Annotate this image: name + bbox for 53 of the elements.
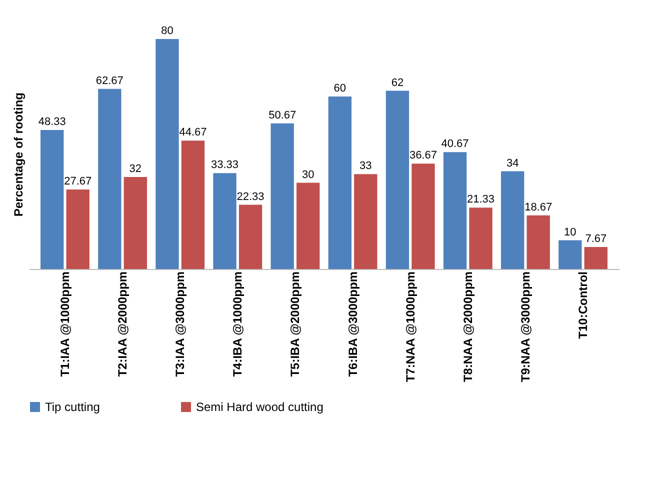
x-tick-label: T10:Control bbox=[576, 272, 590, 339]
bar bbox=[526, 215, 550, 269]
data-label: 62.67 bbox=[96, 74, 124, 87]
data-label: 10 bbox=[564, 226, 576, 238]
bar bbox=[181, 140, 205, 269]
x-tick-label: T4:IBA @1000ppm bbox=[230, 272, 245, 377]
data-label: 60 bbox=[334, 82, 346, 94]
data-label: 27.67 bbox=[64, 175, 92, 188]
data-label: 18.67 bbox=[524, 201, 552, 214]
data-label: 21.33 bbox=[467, 194, 495, 206]
x-tick-label: T5:IBA @2000ppm bbox=[288, 272, 302, 377]
data-label: 36.67 bbox=[409, 150, 437, 162]
bar bbox=[296, 182, 320, 269]
bar bbox=[558, 240, 582, 269]
bar bbox=[412, 164, 435, 269]
bar bbox=[584, 246, 608, 269]
legend-label: Tip cutting bbox=[45, 400, 100, 414]
data-label: 22.33 bbox=[236, 190, 264, 203]
x-tick-label: T6:IBA @3000ppm bbox=[346, 272, 360, 377]
bar bbox=[156, 39, 179, 269]
data-label: 44.67 bbox=[179, 126, 207, 139]
data-label: 40.67 bbox=[441, 138, 469, 150]
data-label: 62 bbox=[391, 76, 404, 89]
x-tick-label: T8:NAA @2000ppm bbox=[460, 272, 475, 382]
data-label: 80 bbox=[161, 25, 174, 37]
bar bbox=[124, 177, 147, 269]
bar bbox=[238, 204, 262, 269]
x-tick-label: T2:IAA @2000ppm bbox=[116, 272, 130, 377]
bar bbox=[443, 152, 467, 269]
x-tick-label: T9:NAA @3000ppm bbox=[518, 272, 532, 382]
bar bbox=[469, 208, 492, 269]
data-label: 32 bbox=[129, 163, 142, 175]
data-label: 33.33 bbox=[211, 159, 239, 172]
bar bbox=[213, 173, 236, 269]
data-label: 33 bbox=[360, 160, 372, 172]
x-tick-label: T7:NAA @1000ppm bbox=[403, 272, 418, 382]
bar bbox=[40, 130, 64, 269]
bar bbox=[328, 96, 352, 269]
data-label: 34 bbox=[506, 157, 519, 170]
legend-label: Semi Hard wood cutting bbox=[196, 400, 324, 414]
data-label: 30 bbox=[302, 168, 314, 181]
bar bbox=[501, 171, 524, 269]
data-label: 48.33 bbox=[38, 116, 66, 128]
bar bbox=[66, 189, 90, 269]
bar bbox=[386, 90, 410, 269]
y-axis-title: Percentage of rooting bbox=[12, 92, 26, 217]
data-label: 50.67 bbox=[268, 109, 296, 122]
data-label: 7.67 bbox=[585, 232, 607, 245]
bar bbox=[98, 88, 122, 269]
x-tick-label: T3:IAA @3000ppm bbox=[173, 272, 188, 377]
x-tick-label: T1:IAA @1000ppm bbox=[58, 272, 72, 377]
bar bbox=[270, 123, 294, 269]
bar bbox=[354, 174, 378, 269]
